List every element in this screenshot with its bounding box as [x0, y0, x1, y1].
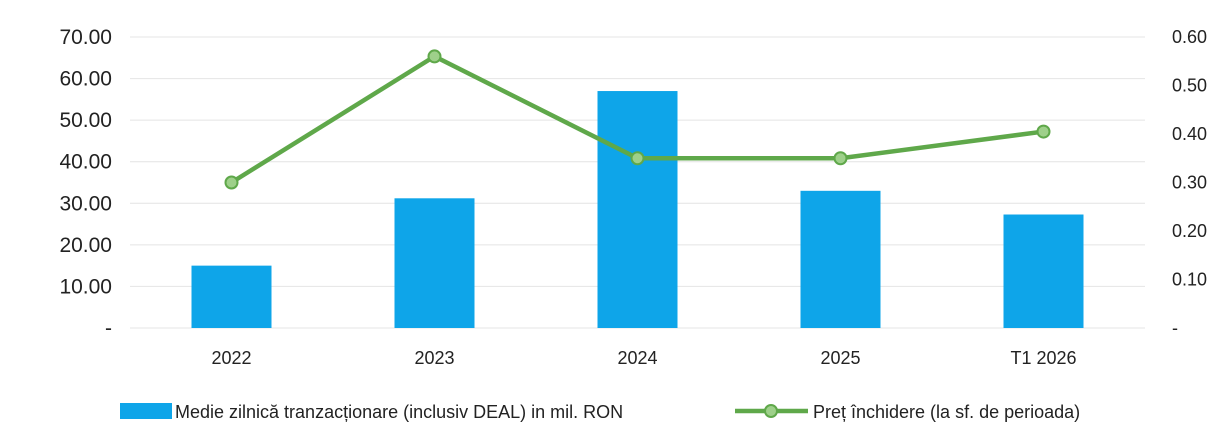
y-right-tick-label: -	[1172, 318, 1178, 338]
y-left-tick-label: -	[105, 317, 112, 340]
legend-line-marker	[764, 404, 778, 418]
bar-series	[191, 91, 1084, 329]
x-tick-label: 2025	[820, 348, 860, 368]
bar-2023	[394, 198, 475, 328]
legend-line-label: Preț închidere (la sf. de perioada)	[813, 402, 1080, 422]
y-left-tick-label: 50.00	[59, 109, 112, 132]
price-point-2022	[224, 175, 239, 190]
y-left-tick-label: 30.00	[59, 192, 112, 215]
y-right-tick-label: 0.50	[1172, 76, 1207, 96]
x-axis: 2022 2023 2024 2025 T1 2026	[211, 348, 1076, 368]
x-tick-label: T1 2026	[1010, 348, 1076, 368]
y-right-tick-label: 0.10	[1172, 270, 1207, 290]
y-axis-right: - 0.10 0.20 0.30 0.40 0.50 0.60	[1172, 27, 1207, 338]
price-point-t1-2026	[1036, 124, 1051, 139]
bar-2025	[800, 190, 881, 328]
price-point-2024	[630, 151, 645, 166]
y-right-tick-label: 0.60	[1172, 27, 1207, 47]
legend: Medie zilnică tranzacționare (inclusiv D…	[120, 402, 1080, 422]
x-tick-label: 2024	[617, 348, 657, 368]
y-left-tick-label: 10.00	[59, 275, 112, 298]
y-right-tick-label: 0.40	[1172, 124, 1207, 144]
bar-2022	[191, 265, 272, 328]
y-right-tick-label: 0.30	[1172, 173, 1207, 193]
price-point-2023	[427, 49, 442, 64]
legend-bar-label: Medie zilnică tranzacționare (inclusiv D…	[175, 402, 623, 422]
y-axis-left: - 10.00 20.00 30.00 40.00 50.00 60.00 70.00	[59, 26, 112, 340]
bar-t1-2026	[1003, 214, 1084, 328]
x-tick-label: 2022	[211, 348, 251, 368]
price-point-2025	[833, 151, 848, 166]
y-left-tick-label: 20.00	[59, 234, 112, 257]
legend-bar-swatch	[120, 403, 172, 419]
y-right-tick-label: 0.20	[1172, 221, 1207, 241]
y-left-tick-label: 40.00	[59, 151, 112, 174]
y-left-tick-label: 60.00	[59, 68, 112, 91]
y-left-tick-label: 70.00	[59, 26, 112, 49]
x-tick-label: 2023	[414, 348, 454, 368]
line-series	[224, 49, 1051, 190]
bar-2024	[597, 91, 678, 329]
